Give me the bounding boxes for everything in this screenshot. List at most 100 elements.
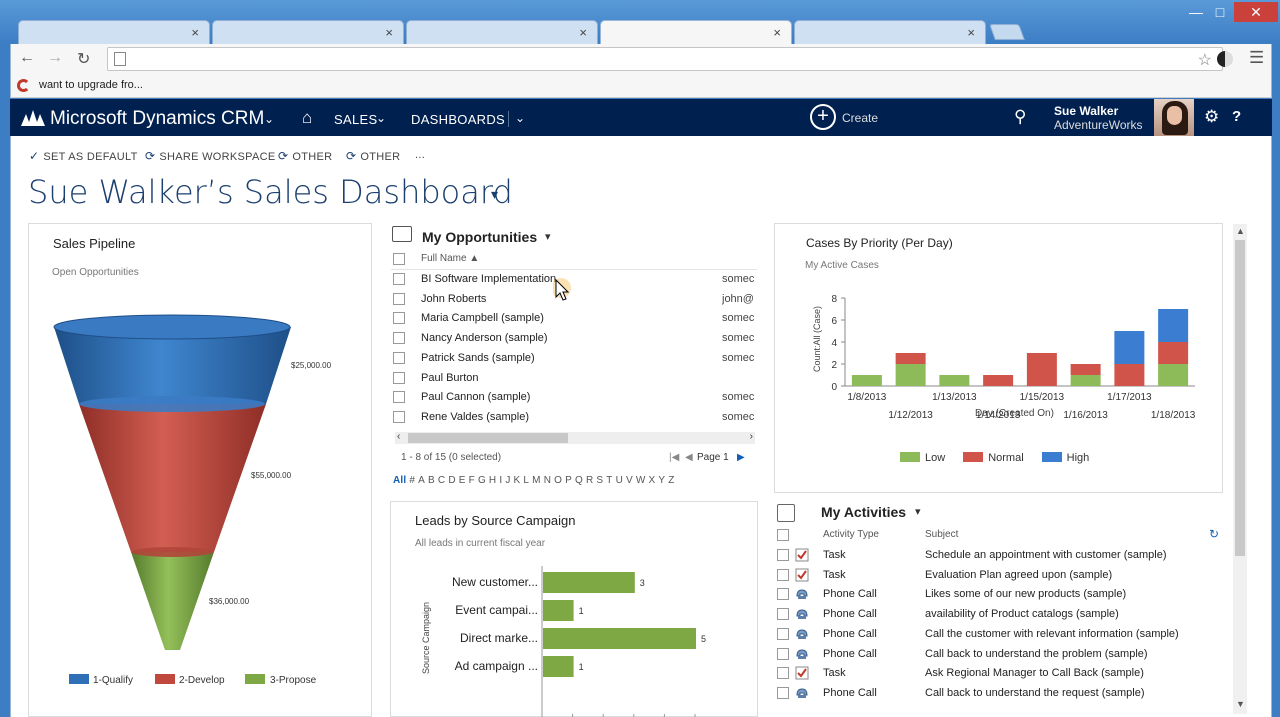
nav-sales[interactable]: SALES bbox=[334, 112, 378, 127]
alpha-filter-hash[interactable]: # bbox=[409, 475, 416, 486]
first-page-icon[interactable]: |◀ bbox=[669, 452, 680, 463]
alpha-filter-h[interactable]: H bbox=[488, 475, 497, 486]
prev-page-icon[interactable]: ◀ bbox=[685, 452, 693, 463]
alpha-filter-k[interactable]: K bbox=[513, 475, 521, 486]
page-title[interactable]: Sue Walker’s Sales Dashboard bbox=[28, 173, 513, 211]
row-checkbox[interactable] bbox=[777, 549, 789, 561]
alpha-filter-s[interactable]: S bbox=[596, 475, 604, 486]
alpha-filter-c[interactable]: C bbox=[437, 475, 446, 486]
opportunity-name[interactable]: Nancy Anderson (sample) bbox=[421, 332, 548, 345]
vertical-scrollbar[interactable]: ▲ ▼ bbox=[1233, 224, 1247, 714]
alpha-filter-a[interactable]: A bbox=[418, 475, 426, 486]
table-row[interactable]: BI Software Implementation somec bbox=[391, 270, 757, 290]
tab-close-icon[interactable]: × bbox=[385, 25, 393, 40]
alpha-filter-w[interactable]: W bbox=[635, 475, 646, 486]
opportunity-name[interactable]: Paul Burton bbox=[421, 371, 479, 384]
scroll-right-icon[interactable]: › bbox=[749, 431, 753, 442]
opportunity-email[interactable]: john@ bbox=[722, 292, 754, 305]
table-row[interactable]: Phone Call Call back to understand the pr… bbox=[775, 645, 1225, 665]
activity-subject[interactable]: availability of Product catalogs (sample… bbox=[925, 608, 1119, 621]
activity-type[interactable]: Task bbox=[823, 568, 846, 581]
other-button[interactable]: ⟳ OTHER bbox=[278, 149, 332, 163]
alpha-filter-i[interactable]: I bbox=[499, 475, 503, 486]
row-checkbox[interactable] bbox=[393, 312, 405, 325]
alpha-filter-n[interactable]: N bbox=[543, 475, 552, 486]
opportunity-email[interactable]: somec bbox=[722, 351, 755, 364]
row-checkbox[interactable] bbox=[393, 273, 405, 285]
opportunities-title[interactable]: My Opportunities bbox=[422, 229, 538, 245]
alpha-filter-t[interactable]: T bbox=[606, 475, 613, 486]
table-row[interactable]: Task Evaluation Plan agreed upon (sample) bbox=[775, 566, 1225, 586]
opportunity-email[interactable]: somec bbox=[722, 410, 755, 423]
row-checkbox[interactable] bbox=[393, 371, 405, 384]
row-checkbox[interactable] bbox=[777, 608, 789, 621]
opportunity-name[interactable]: Paul Cannon (sample) bbox=[421, 391, 531, 404]
activity-type[interactable]: Phone Call bbox=[823, 588, 877, 601]
opportunity-name[interactable]: BI Software Implementation bbox=[421, 273, 557, 285]
other-button-2[interactable]: ⟳ OTHER bbox=[346, 149, 400, 163]
minimize-icon[interactable]: — bbox=[1189, 4, 1203, 20]
row-checkbox[interactable] bbox=[393, 391, 405, 404]
alpha-filter-y[interactable]: Y bbox=[658, 475, 666, 486]
bookmark-star-icon[interactable]: ☆ bbox=[1197, 52, 1212, 69]
more-commands-button[interactable]: ... bbox=[415, 149, 426, 161]
table-row[interactable]: Phone Call Call back to understand the re… bbox=[775, 684, 1225, 704]
avatar[interactable] bbox=[1154, 99, 1194, 136]
scrollbar-thumb[interactable] bbox=[408, 433, 568, 443]
alpha-filter-p[interactable]: P bbox=[565, 475, 572, 486]
reload-icon[interactable]: ↻ bbox=[77, 51, 91, 68]
alpha-filter-l[interactable]: L bbox=[523, 475, 530, 486]
opportunity-name[interactable]: Patrick Sands (sample) bbox=[421, 351, 535, 364]
table-row[interactable]: Maria Campbell (sample) somec bbox=[391, 309, 757, 329]
row-checkbox[interactable] bbox=[777, 686, 789, 699]
alpha-filter-g[interactable]: G bbox=[477, 475, 486, 486]
row-checkbox[interactable] bbox=[393, 351, 405, 364]
forward-icon[interactable]: → bbox=[47, 49, 63, 66]
browser-tab[interactable]: × bbox=[794, 20, 986, 44]
dashboards-chevron-down-icon[interactable]: ⌄ bbox=[515, 111, 526, 125]
activity-subject[interactable]: Call back to understand the problem (sam… bbox=[925, 647, 1148, 660]
address-bar[interactable]: ☆ bbox=[107, 47, 1223, 71]
create-button[interactable]: Create bbox=[842, 111, 879, 125]
app-name[interactable]: Microsoft Dynamics CRM bbox=[50, 108, 265, 129]
row-checkbox[interactable] bbox=[393, 292, 405, 305]
opportunity-name[interactable]: Maria Campbell (sample) bbox=[421, 312, 544, 325]
table-row[interactable]: Task Ask Regional Manager to Call Back (s… bbox=[775, 664, 1225, 684]
horizontal-scrollbar[interactable]: ‹ › bbox=[395, 431, 755, 444]
row-checkbox[interactable] bbox=[393, 332, 405, 345]
table-row[interactable]: Phone Call Call the customer with relevan… bbox=[775, 625, 1225, 645]
new-tab-button[interactable] bbox=[989, 24, 1025, 40]
activity-subject[interactable]: Likes some of our new products (sample) bbox=[925, 588, 1127, 601]
scroll-down-icon[interactable]: ▼ bbox=[1236, 699, 1245, 709]
search-icon[interactable]: ⚲ bbox=[1014, 107, 1027, 126]
sales-chevron-down-icon[interactable]: ⌄ bbox=[376, 111, 387, 125]
browser-menu-icon[interactable]: ☰ bbox=[1249, 48, 1265, 67]
extension-icon[interactable] bbox=[1217, 51, 1233, 67]
column-header-full-name[interactable]: Full Name ▲ bbox=[421, 253, 480, 264]
next-page-icon[interactable]: ▶ bbox=[737, 452, 745, 463]
tab-close-icon[interactable]: × bbox=[579, 25, 587, 40]
table-row[interactable]: John Roberts john@ bbox=[391, 290, 757, 310]
scroll-up-icon[interactable]: ▲ bbox=[1236, 226, 1245, 236]
alpha-filter-m[interactable]: M bbox=[532, 475, 541, 486]
activity-subject[interactable]: Call back to understand the request (sam… bbox=[925, 686, 1145, 699]
activities-title[interactable]: My Activities bbox=[821, 504, 907, 520]
back-icon[interactable]: ← bbox=[19, 49, 35, 66]
table-row[interactable]: Task Schedule an appointment with custome… bbox=[775, 546, 1225, 566]
bookmark-link[interactable]: want to upgrade fro... bbox=[39, 79, 143, 91]
create-plus-icon[interactable]: + bbox=[810, 104, 836, 130]
opportunity-email[interactable]: somec bbox=[722, 312, 755, 325]
table-row[interactable]: Rene Valdes (sample) somec bbox=[391, 408, 757, 428]
maximize-icon[interactable]: □ bbox=[1215, 4, 1225, 20]
activity-type[interactable]: Phone Call bbox=[823, 686, 877, 699]
opportunities-chevron-down-icon[interactable]: ▾ bbox=[545, 231, 551, 243]
user-name[interactable]: Sue Walker bbox=[1054, 104, 1119, 118]
activity-type[interactable]: Phone Call bbox=[823, 608, 877, 621]
share-workspace-button[interactable]: ⟳ SHARE WORKSPACE bbox=[145, 149, 276, 163]
alpha-filter-b[interactable]: B bbox=[428, 475, 435, 486]
browser-tab[interactable]: × bbox=[212, 20, 404, 44]
table-row[interactable]: Nancy Anderson (sample) somec bbox=[391, 329, 757, 349]
row-checkbox[interactable] bbox=[777, 647, 789, 660]
alpha-filter-x[interactable]: X bbox=[648, 475, 656, 486]
activity-type[interactable]: Task bbox=[823, 667, 846, 680]
